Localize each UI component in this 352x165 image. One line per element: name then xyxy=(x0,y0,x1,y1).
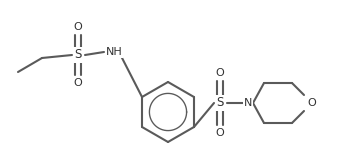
Text: NH: NH xyxy=(106,47,122,57)
Text: O: O xyxy=(216,68,224,78)
Text: O: O xyxy=(74,78,82,88)
Text: O: O xyxy=(216,128,224,138)
Text: N: N xyxy=(244,98,252,108)
Text: O: O xyxy=(308,98,316,108)
Text: S: S xyxy=(74,49,82,62)
Text: O: O xyxy=(74,22,82,32)
Text: S: S xyxy=(216,97,224,110)
